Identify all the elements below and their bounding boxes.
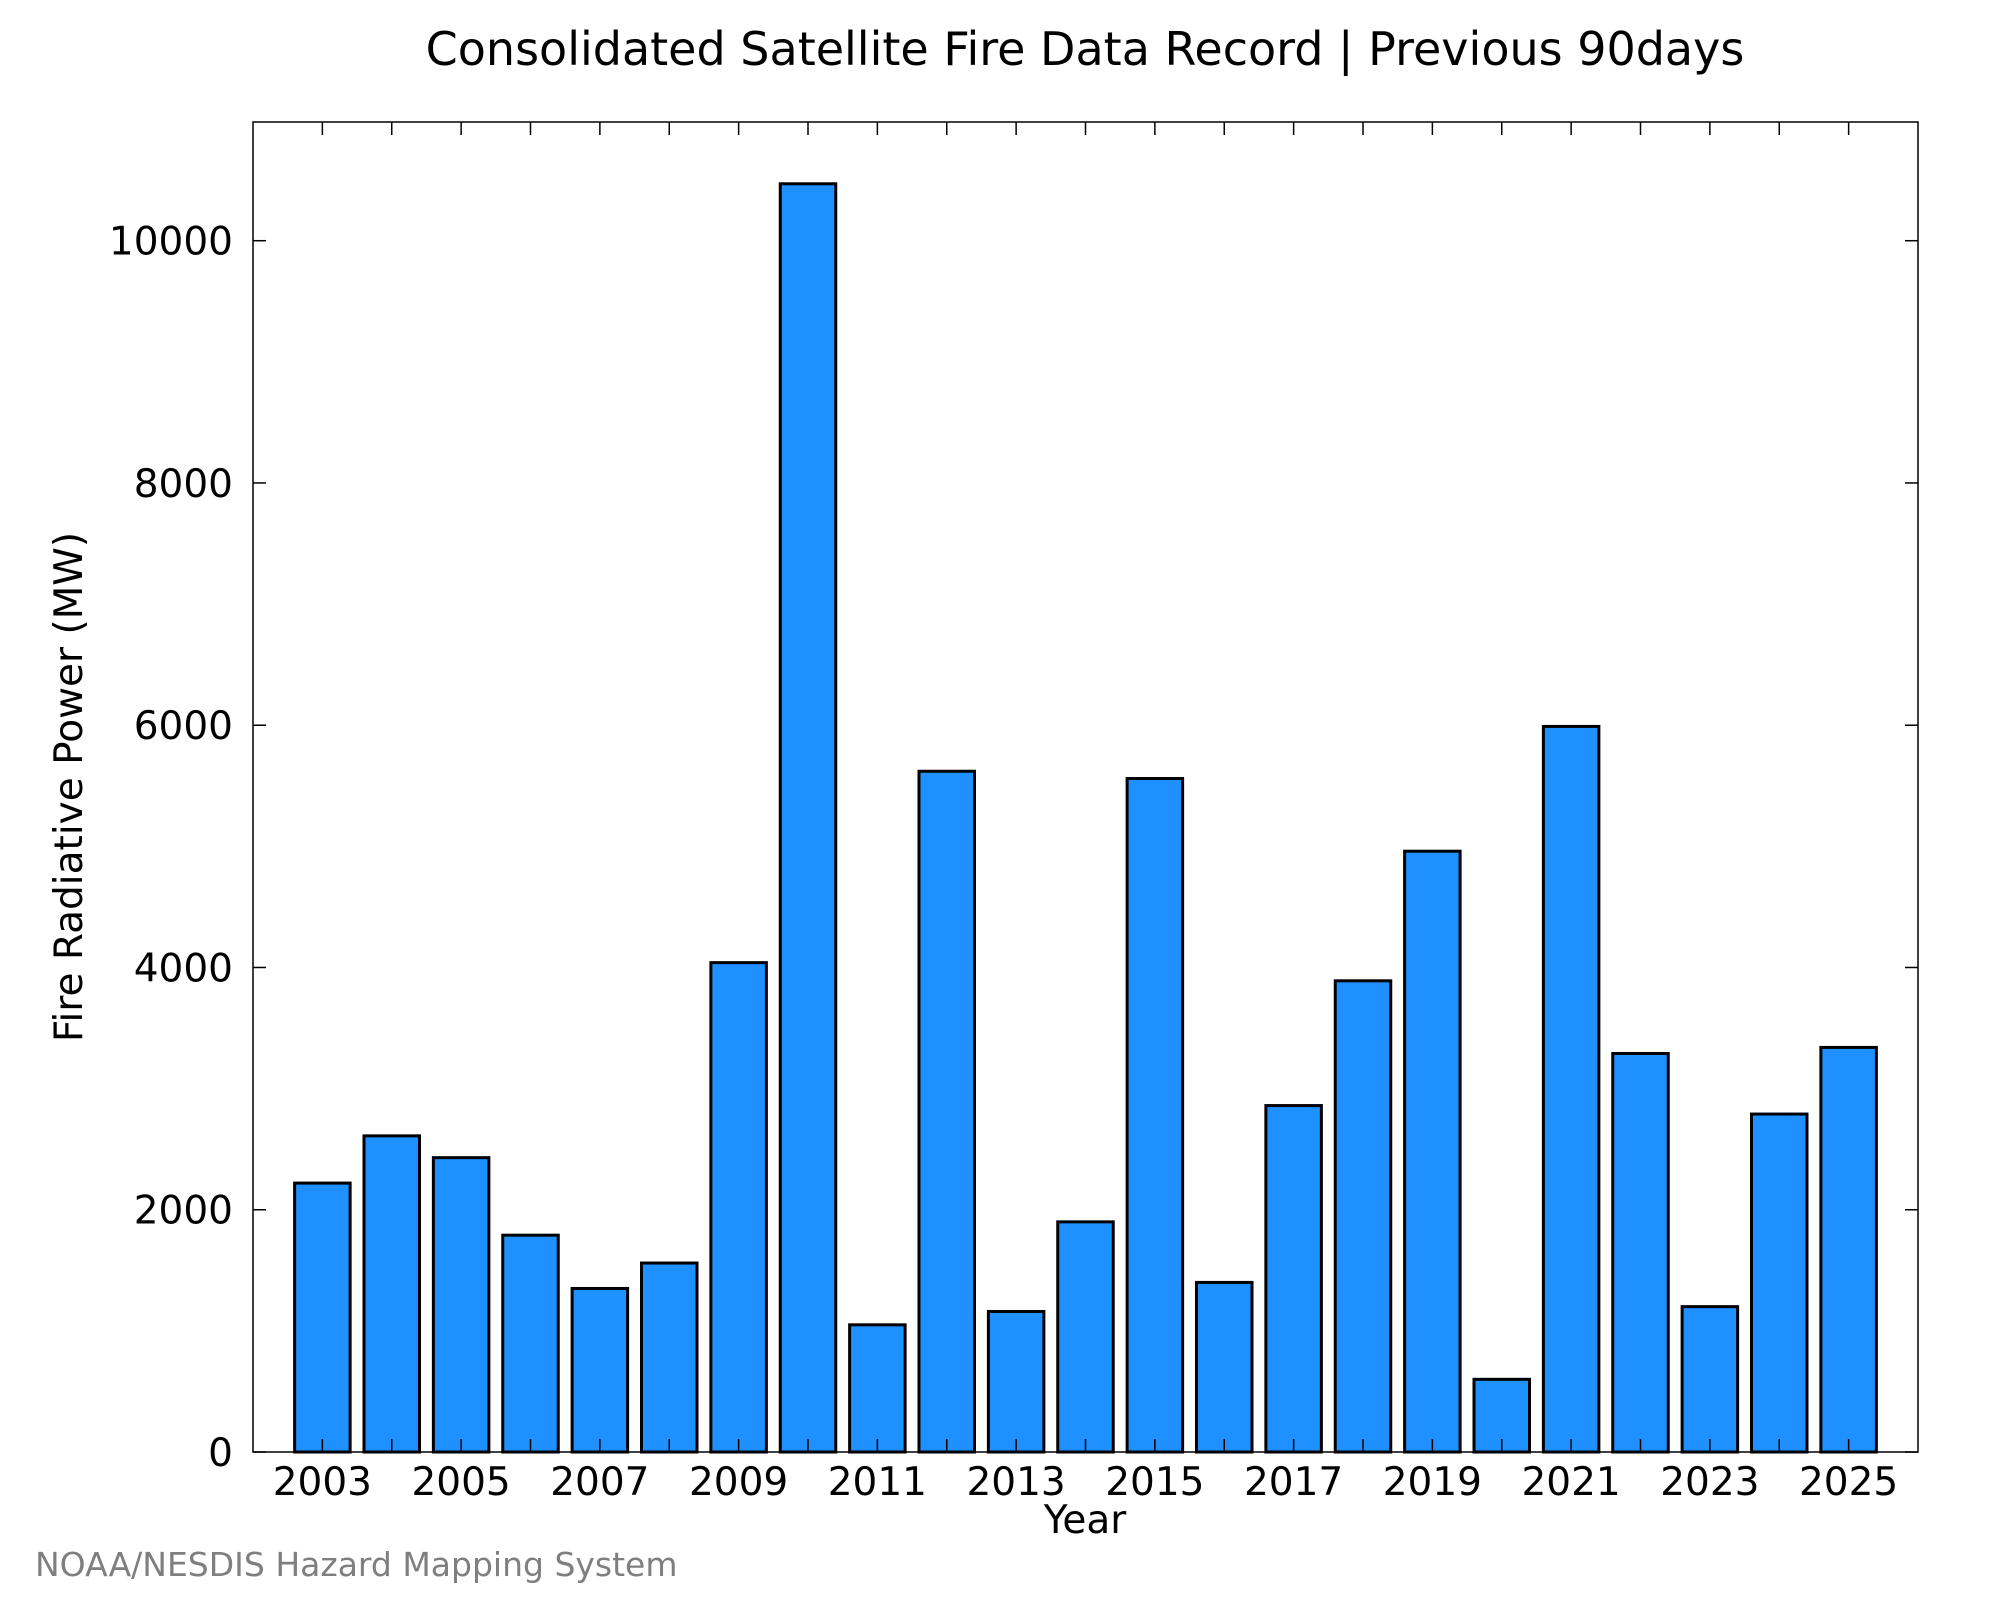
bar-2018 xyxy=(1333,979,1393,1454)
bar-2006 xyxy=(501,1233,560,1454)
y-tick-label-10000: 10000 xyxy=(109,220,233,265)
x-tick-label-2021: 2021 xyxy=(1521,1460,1620,1505)
chart-title: Consolidated Satellite Fire Data Record … xyxy=(426,22,1745,77)
bar-2017 xyxy=(1264,1104,1323,1454)
y-tick-label-4000: 4000 xyxy=(134,946,233,991)
plot-frame xyxy=(252,121,1919,1453)
x-axis-tick-labels: 2003 2005 2007 2009 2011 2013 2015 2017 2019 2021… xyxy=(273,1460,1899,1505)
bar-2015 xyxy=(1125,777,1185,1454)
x-tick-label-2011: 2011 xyxy=(828,1460,927,1505)
x-tick-label-2005: 2005 xyxy=(411,1460,510,1505)
bar-2004 xyxy=(362,1134,421,1454)
x-tick-label-2007: 2007 xyxy=(550,1460,649,1505)
bar-2008 xyxy=(640,1261,699,1454)
bar-2003 xyxy=(293,1181,352,1454)
bar-2010 xyxy=(778,182,838,1454)
x-tick-label-2017: 2017 xyxy=(1244,1460,1343,1505)
y-axis-tick-labels: 0 2000 4000 6000 8000 10000 xyxy=(109,220,233,1476)
x-axis-label: Year xyxy=(1043,1498,1128,1543)
bar-2016 xyxy=(1195,1280,1254,1454)
bar-2025 xyxy=(1819,1045,1878,1454)
y-tick-label-2000: 2000 xyxy=(134,1189,233,1234)
bar-2023 xyxy=(1680,1305,1740,1454)
bar-2005 xyxy=(431,1156,491,1454)
x-tick-label-2015: 2015 xyxy=(1105,1460,1204,1505)
bar-2014 xyxy=(1056,1220,1115,1454)
bar-2022 xyxy=(1611,1051,1670,1454)
x-tick-label-2023: 2023 xyxy=(1660,1460,1759,1505)
y-tick-label-8000: 8000 xyxy=(134,462,233,507)
x-tick-label-2013: 2013 xyxy=(966,1460,1065,1505)
y-tick-label-0: 0 xyxy=(208,1431,233,1476)
bar-2013 xyxy=(986,1309,1046,1454)
bar-2012 xyxy=(917,769,976,1454)
y-axis-label: Fire Radiative Power (MW) xyxy=(47,532,92,1042)
bar-2021 xyxy=(1541,724,1601,1454)
x-tick-label-2003: 2003 xyxy=(273,1460,372,1505)
bar-series xyxy=(293,182,1878,1454)
x-tick-label-2025: 2025 xyxy=(1799,1460,1898,1505)
x-tick-label-2019: 2019 xyxy=(1383,1460,1482,1505)
bar-2019 xyxy=(1403,849,1462,1454)
x-tick-label-2009: 2009 xyxy=(689,1460,788,1505)
bar-2007 xyxy=(570,1286,630,1454)
bar-2009 xyxy=(709,961,768,1454)
bar-2024 xyxy=(1750,1112,1809,1454)
y-tick-label-6000: 6000 xyxy=(134,704,233,749)
credit-text: NOAA/NESDIS Hazard Mapping System xyxy=(35,1545,678,1584)
bar-2011 xyxy=(848,1323,907,1454)
